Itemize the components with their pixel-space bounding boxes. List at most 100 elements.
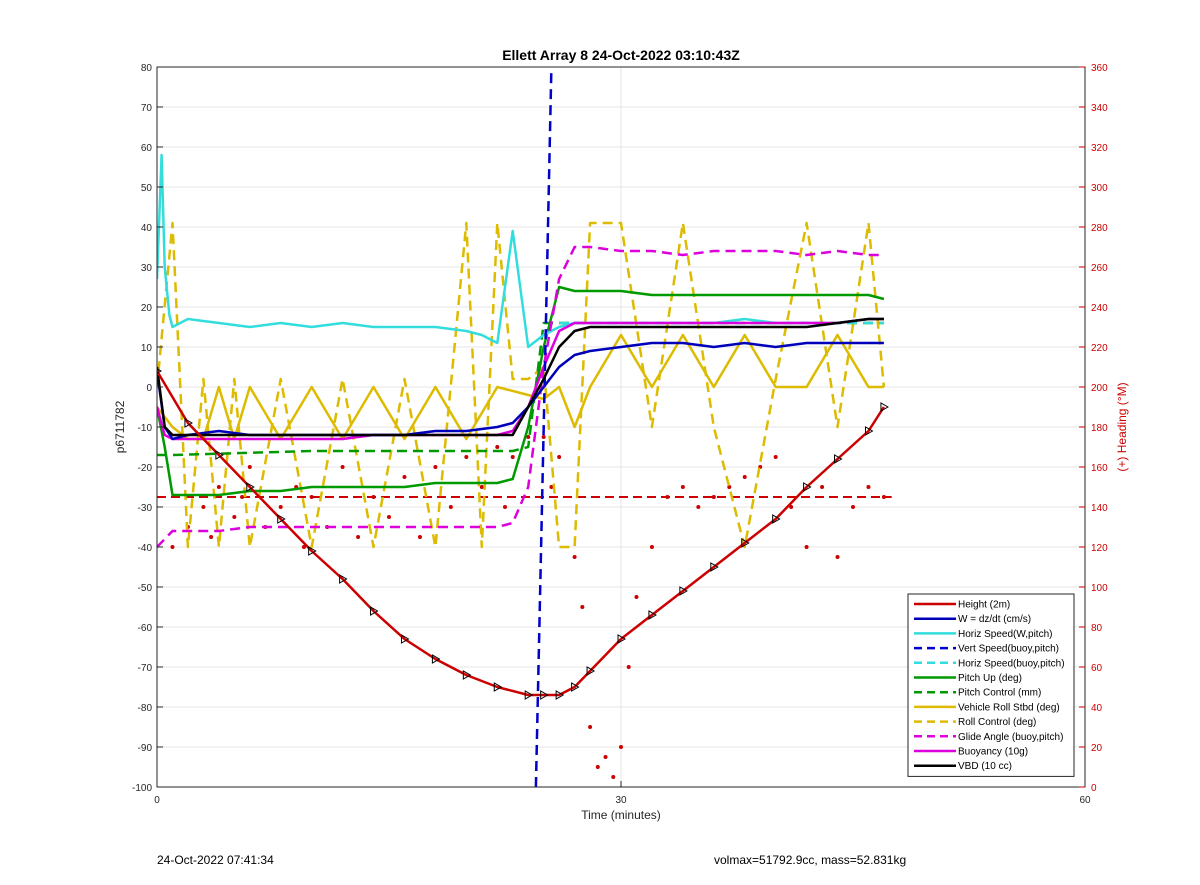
chart-title: Ellett Array 8 24-Oct-2022 03:10:43Z <box>502 47 740 63</box>
y-tick-label: -90 <box>138 743 153 754</box>
y2-tick-label: 260 <box>1091 263 1108 274</box>
heading-point <box>835 555 840 559</box>
y2-tick-label: 120 <box>1091 543 1108 554</box>
legend-box <box>907 593 1075 777</box>
heading-point <box>201 505 206 509</box>
legend-label: Pitch Control (mm) <box>958 688 1041 699</box>
heading-point <box>711 495 716 499</box>
legend-label: Horiz Speed(buoy,pitch) <box>958 658 1065 669</box>
heading-point <box>572 555 577 559</box>
heading-point <box>417 535 422 539</box>
y-tick-label: -80 <box>138 703 153 714</box>
heading-point <box>603 755 608 759</box>
heading-point <box>595 765 600 769</box>
y2-tick-label: 360 <box>1091 63 1108 74</box>
height-marker <box>246 482 255 492</box>
legend: Height (2m) W = dz/dt (cm/s) Horiz Speed(W… <box>907 593 1075 777</box>
heading-point <box>665 495 670 499</box>
heading-point <box>387 515 391 519</box>
y-tick-label: 40 <box>141 223 153 234</box>
x-tick-label: 60 <box>1079 795 1091 806</box>
height-marker <box>571 682 580 692</box>
heading-point <box>634 595 639 599</box>
height-marker <box>710 562 719 572</box>
height-marker <box>803 482 812 492</box>
y-tick-label: -40 <box>138 543 153 554</box>
height-marker <box>679 586 688 596</box>
heading-point <box>240 495 245 499</box>
heading-point <box>464 455 469 459</box>
legend-label: Buoyancy (10g) <box>958 747 1028 758</box>
series-line-12 <box>157 317 884 437</box>
heading-point <box>356 535 361 539</box>
height-marker <box>555 690 565 700</box>
y-tick-label: 20 <box>141 303 153 314</box>
height-marker <box>308 546 317 556</box>
heading-point <box>495 445 500 449</box>
height-marker <box>462 670 472 680</box>
heading-point <box>371 495 376 499</box>
x-tick-label: 30 <box>615 795 627 806</box>
height-marker <box>493 682 503 692</box>
x-axis-label: Time (minutes) <box>581 808 661 822</box>
y2-tick-label: 40 <box>1091 703 1103 714</box>
y2-tick-label: 220 <box>1091 343 1108 354</box>
y-tick-label: -10 <box>138 423 153 434</box>
height-marker <box>540 690 549 700</box>
heading-point <box>541 435 546 439</box>
height-marker <box>215 450 224 460</box>
heading-point <box>881 495 886 499</box>
height-marker <box>524 690 534 700</box>
legend-label: Vehicle Roll Stbd (deg) <box>958 702 1060 713</box>
heading-point <box>216 485 221 489</box>
y-tick-label: -50 <box>138 583 153 594</box>
y-tick-label: -20 <box>138 463 153 474</box>
series-line-1 <box>157 370 885 697</box>
series-line-4 <box>534 67 553 787</box>
y-axis-label: p6711782 <box>113 400 127 453</box>
series-layer <box>157 67 892 787</box>
height-marker <box>880 402 889 412</box>
height-marker <box>339 574 348 584</box>
legend-label: Horiz Speed(W,pitch) <box>958 629 1052 640</box>
heading-point <box>789 505 794 509</box>
heading-point <box>588 725 593 729</box>
height-marker <box>431 654 441 664</box>
footer-timestamp: 24-Oct-2022 07:41:34 <box>157 853 274 867</box>
y2-tick-label: 160 <box>1091 463 1108 474</box>
y2-tick-label: 80 <box>1091 623 1103 634</box>
heading-point <box>727 485 732 489</box>
y2-tick-label: 140 <box>1091 503 1108 514</box>
heading-point <box>611 775 616 779</box>
heading-point <box>626 665 631 669</box>
y2-tick-label: 20 <box>1091 743 1103 754</box>
x-axis: 0 30 60 <box>154 781 1091 806</box>
height-marker <box>648 610 657 620</box>
heading-point <box>580 605 585 609</box>
y-tick-label: 60 <box>141 143 153 154</box>
y2-tick-label: 320 <box>1091 143 1108 154</box>
series-line-9 <box>157 221 886 549</box>
y2-tick-label: 100 <box>1091 583 1108 594</box>
heading-point <box>232 515 237 519</box>
heading-point <box>209 535 214 539</box>
heading-point <box>510 455 515 459</box>
footer-volinfo: volmax=51792.9cc, mass=52.831kg <box>714 853 907 867</box>
heading-point <box>301 545 306 549</box>
y-tick-label: 50 <box>141 183 153 194</box>
y2-axis: 0 20 40 60 80 100 120 140 160 180 200 220 240 260 280 3… <box>1079 63 1108 794</box>
heading-point <box>278 505 283 509</box>
y-tick-label: -60 <box>138 623 153 634</box>
height-marker <box>370 606 379 616</box>
height-marker <box>772 514 781 524</box>
heading-point <box>742 475 747 479</box>
y-tick-label: 0 <box>146 383 152 394</box>
heading-point <box>503 505 507 509</box>
heading-point <box>402 475 407 479</box>
y2-tick-label: 60 <box>1091 663 1103 674</box>
y-tick-label: -100 <box>132 783 152 794</box>
heading-point <box>479 485 484 489</box>
legend-label: VBD (10 cc) <box>958 761 1012 772</box>
plot-area <box>157 67 892 787</box>
